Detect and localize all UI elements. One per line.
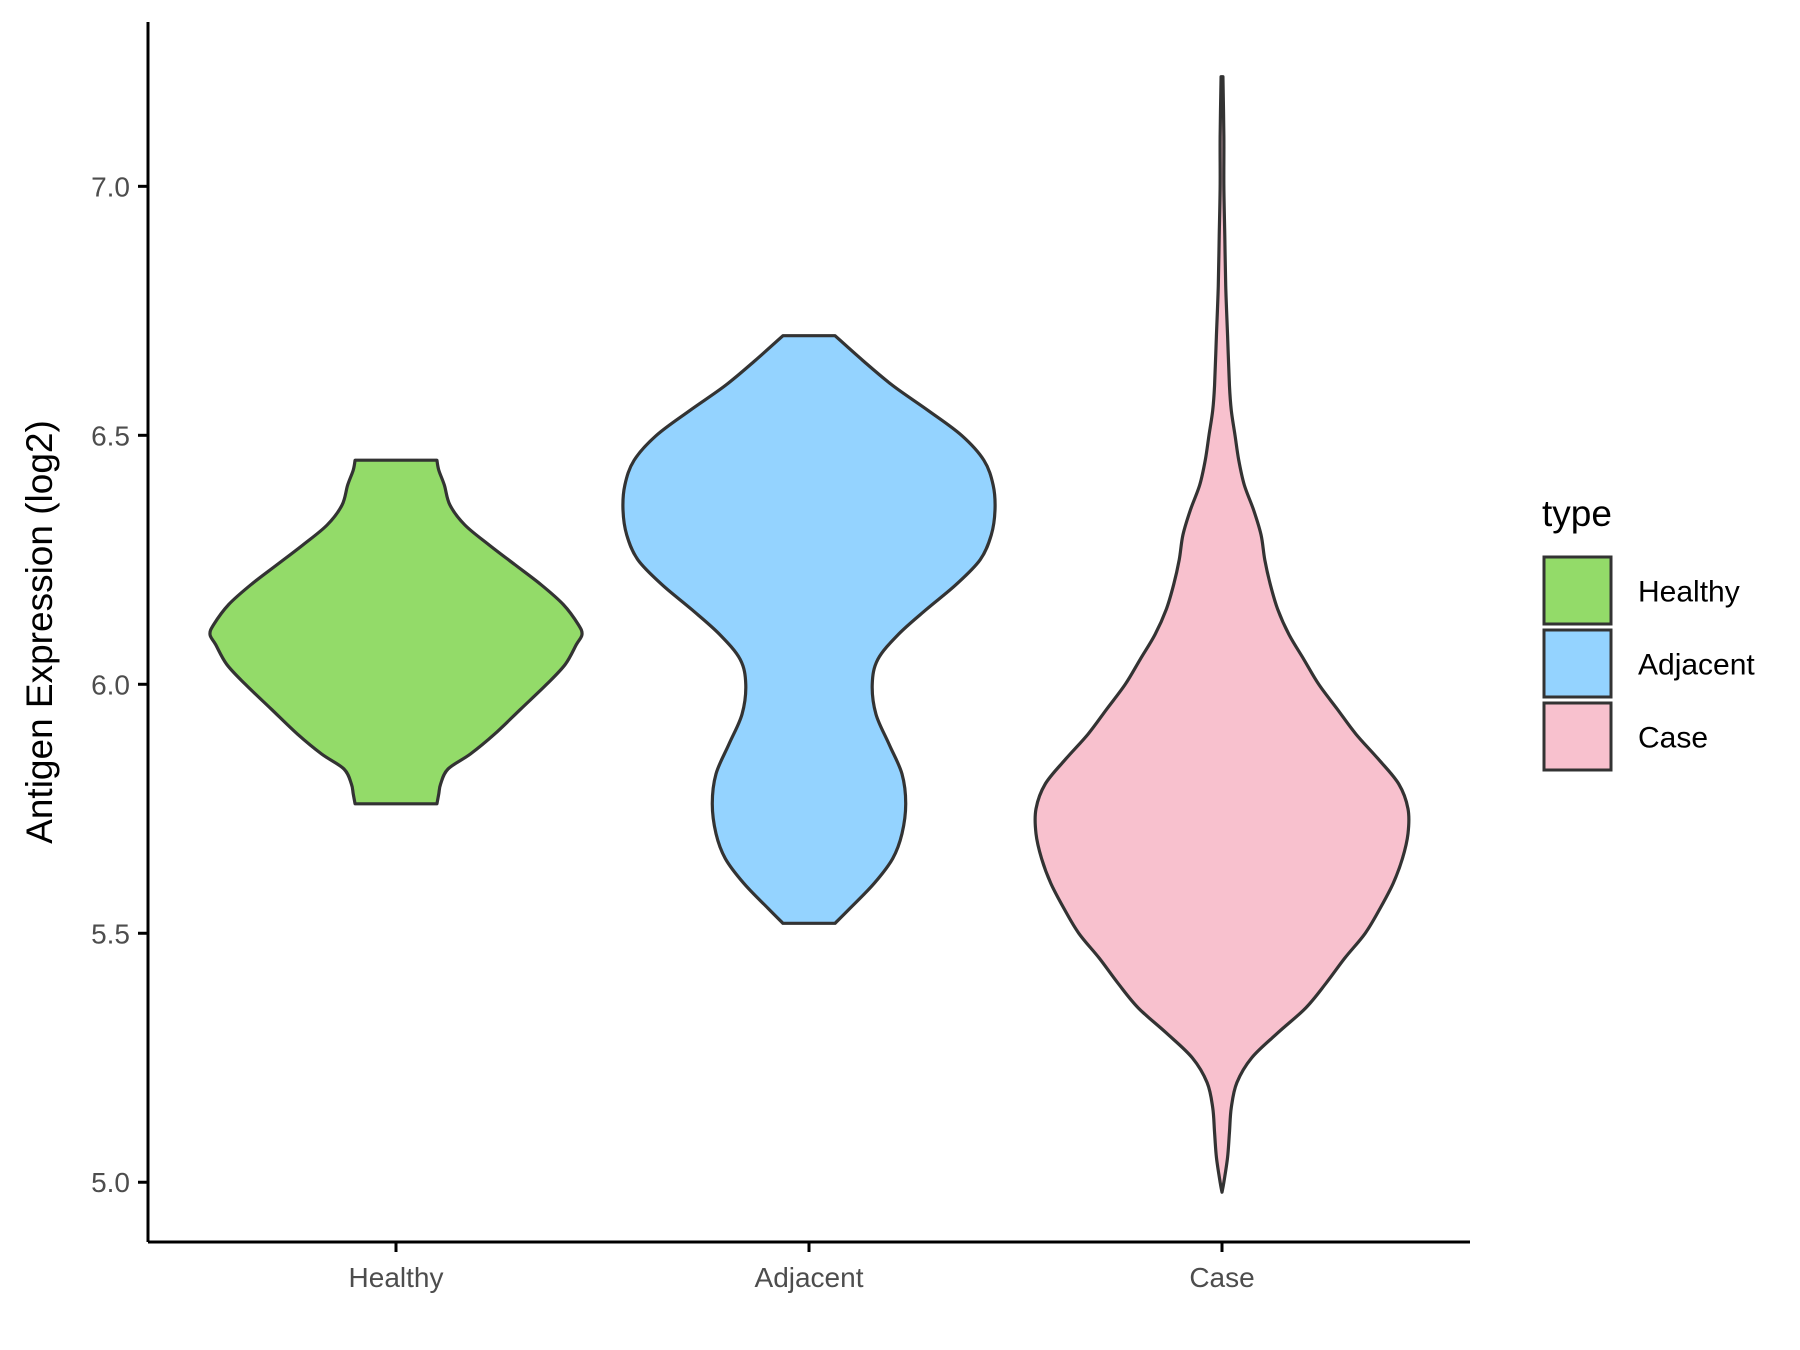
violin-healthy — [208, 458, 584, 806]
legend-title: type — [1542, 493, 1612, 534]
x-tick-label: Case — [1189, 1262, 1254, 1293]
x-tick-label: Healthy — [349, 1262, 444, 1293]
y-tick-label: 6.0 — [91, 669, 130, 700]
y-axis-title: Antigen Expression (log2) — [19, 420, 60, 844]
y-axis-ticks: 5.0 5.5 6.0 6.5 7.0 — [91, 171, 148, 1198]
x-axis-ticks: Healthy Adjacent Case — [349, 1242, 1255, 1293]
x-tick-label: Adjacent — [755, 1262, 864, 1293]
y-tick-label: 5.5 — [91, 918, 130, 949]
y-tick-label: 7.0 — [91, 171, 130, 202]
violin-adjacent — [621, 334, 997, 925]
y-tick-label: 6.5 — [91, 420, 130, 451]
legend: type Healthy Adjacent Case — [1542, 493, 1755, 772]
violin-case — [1033, 75, 1411, 1194]
legend-key-adjacent — [1542, 628, 1613, 699]
legend-items: Healthy Adjacent Case — [1542, 555, 1755, 772]
legend-label-adjacent: Adjacent — [1638, 649, 1755, 682]
legend-key-healthy — [1542, 555, 1613, 626]
legend-key-case — [1542, 701, 1613, 772]
legend-label-case: Case — [1638, 722, 1708, 755]
plot-area: 5.0 5.5 6.0 6.5 7.0 Healthy Adjacent Case — [91, 22, 1470, 1293]
violins — [208, 75, 1411, 1194]
legend-label-healthy: Healthy — [1638, 576, 1740, 609]
y-tick-label: 5.0 — [91, 1167, 130, 1198]
